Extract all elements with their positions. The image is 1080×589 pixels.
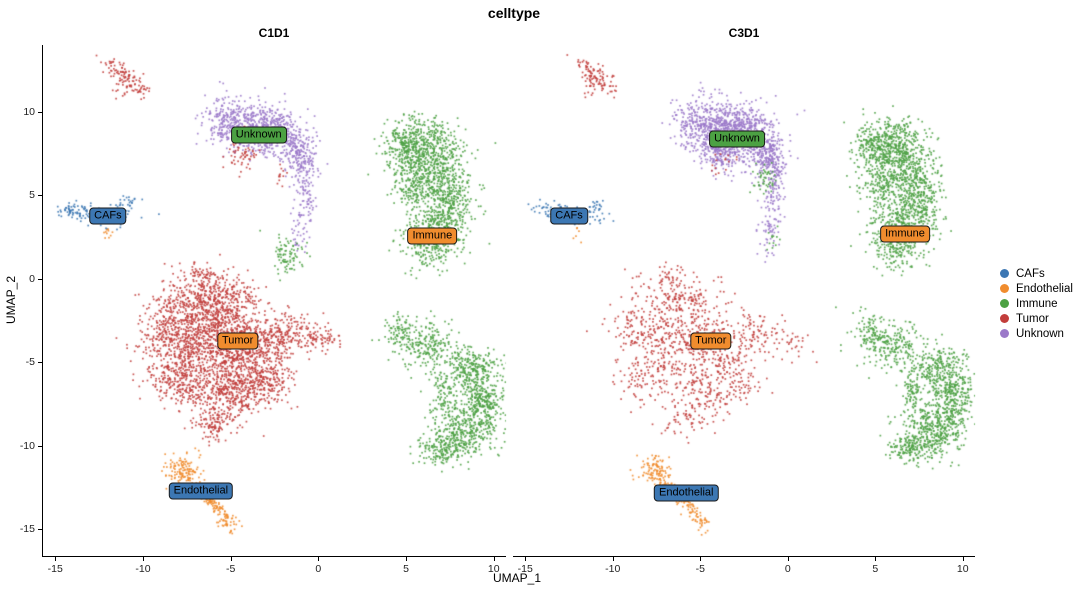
legend-label: Immune <box>1016 297 1058 310</box>
x-tick-label: 10 <box>487 563 500 575</box>
x-tick-label: -5 <box>695 563 705 575</box>
y-axis-line <box>42 45 43 557</box>
cluster-label-endothelial: Endothelial <box>168 482 234 500</box>
x-tick-label: -10 <box>135 563 151 575</box>
x-tick-mark <box>406 557 408 561</box>
x-tick-label: 0 <box>784 563 791 575</box>
cluster-label-immune: Immune <box>880 225 930 243</box>
cluster-label-tumor: Tumor <box>690 332 732 350</box>
x-tick-mark <box>55 557 57 561</box>
y-tick-mark <box>38 195 42 197</box>
legend-dot-icon <box>1000 329 1009 338</box>
x-axis-line-facet-1 <box>513 556 975 557</box>
legend-label: Unknown <box>1016 327 1064 340</box>
y-tick-mark <box>38 445 42 447</box>
y-tick-mark <box>38 278 42 280</box>
y-axis-title: UMAP_2 <box>4 275 18 325</box>
x-tick-label: -10 <box>605 563 621 575</box>
cluster-label-endothelial: Endothelial <box>654 484 719 502</box>
legend-label: Endothelial <box>1016 282 1073 295</box>
x-tick-mark <box>142 557 144 561</box>
y-tick-mark <box>38 111 42 113</box>
legend-dot-icon <box>1000 284 1009 293</box>
legend-dot-icon <box>1000 314 1009 323</box>
y-tick-label: 10 <box>23 105 35 118</box>
x-tick-mark <box>612 557 614 561</box>
x-tick-mark <box>318 557 320 561</box>
x-tick-label: -15 <box>47 563 63 575</box>
x-tick-mark <box>962 557 964 561</box>
legend-item-cafs: CAFs <box>1000 266 1073 281</box>
x-tick-mark <box>875 557 877 561</box>
legend-item-tumor: Tumor <box>1000 311 1073 326</box>
y-tick-label: 0 <box>29 272 35 285</box>
cluster-label-tumor: Tumor <box>216 332 259 350</box>
y-tick-mark <box>38 529 42 531</box>
cluster-label-unknown: Unknown <box>230 126 287 144</box>
x-tick-label: 5 <box>872 563 879 575</box>
x-tick-mark <box>230 557 232 561</box>
x-axis-title: UMAP_1 <box>492 571 542 585</box>
legend-item-unknown: Unknown <box>1000 326 1073 341</box>
legend: CAFs Endothelial Immune Tumor Unknown <box>1000 266 1073 341</box>
legend-item-immune: Immune <box>1000 296 1073 311</box>
legend-label: Tumor <box>1016 312 1049 325</box>
x-tick-mark <box>525 557 527 561</box>
facet-title-c1d1: C1D1 <box>258 26 290 40</box>
x-tick-mark <box>787 557 789 561</box>
facet-title-c3d1: C3D1 <box>728 26 760 40</box>
x-tick-label: -5 <box>225 563 236 575</box>
y-tick-label: -15 <box>19 523 35 536</box>
x-tick-label: 0 <box>315 563 322 575</box>
legend-dot-icon <box>1000 299 1009 308</box>
x-tick-mark <box>493 557 495 561</box>
cluster-label-cafs: CAFs <box>89 207 127 225</box>
legend-item-endothelial: Endothelial <box>1000 281 1073 296</box>
y-tick-mark <box>38 362 42 364</box>
y-tick-label: -10 <box>19 439 35 452</box>
chart-title: celltype <box>487 5 541 21</box>
x-axis-line-facet-0 <box>43 556 506 557</box>
cluster-label-cafs: CAFs <box>550 207 588 225</box>
cluster-label-unknown: Unknown <box>709 130 765 148</box>
x-tick-label: -15 <box>517 563 533 575</box>
y-tick-label: -5 <box>25 356 35 369</box>
y-tick-label: 5 <box>29 189 35 202</box>
x-tick-mark <box>700 557 702 561</box>
legend-label: CAFs <box>1016 267 1045 280</box>
legend-dot-icon <box>1000 269 1009 278</box>
x-tick-label: 5 <box>403 563 409 575</box>
cluster-label-immune: Immune <box>407 227 458 245</box>
x-tick-label: 10 <box>956 563 969 575</box>
